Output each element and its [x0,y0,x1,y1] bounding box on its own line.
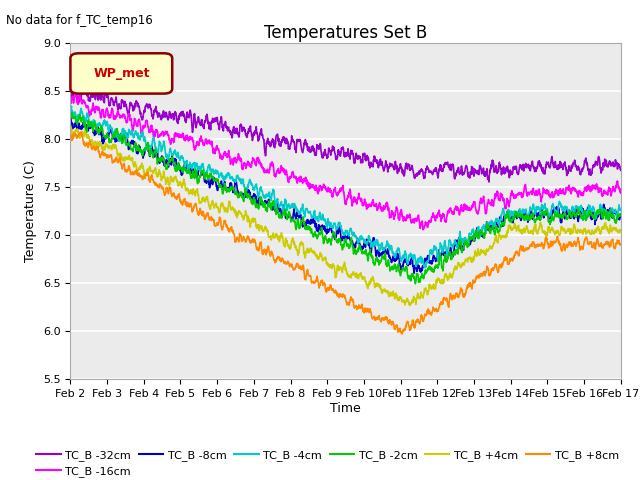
TC_B -2cm [374,259,381,264]
Text: No data for f_TC_temp16: No data for f_TC_temp16 [6,14,153,27]
X-axis label: Time: Time [330,402,361,415]
TC_B -8cm [374,247,381,253]
TC_B -8cm [220,184,228,190]
Y-axis label: Temperature (C): Temperature (C) [24,160,37,262]
Title: Temperatures Set B: Temperatures Set B [264,24,428,42]
TC_B -8cm [67,114,74,120]
TC_B +4cm [406,302,414,308]
TC_B -2cm [617,211,625,216]
TC_B -8cm [506,218,513,224]
TC_B -2cm [67,114,74,120]
TC_B -8cm [362,244,369,250]
TC_B -32cm [506,170,514,176]
TC_B +4cm [569,229,577,235]
TC_B -16cm [419,227,427,232]
TC_B +8cm [569,242,577,248]
TC_B -4cm [362,240,369,245]
TC_B -8cm [568,209,576,215]
TC_B +4cm [617,228,625,233]
TC_B +8cm [362,309,369,314]
TC_B -2cm [220,185,228,191]
TC_B -32cm [67,91,74,96]
TC_B -16cm [569,184,577,190]
TC_B -2cm [68,110,76,116]
Line: TC_B +8cm: TC_B +8cm [70,132,621,334]
TC_B -32cm [374,159,381,165]
TC_B +4cm [362,278,369,284]
TC_B -16cm [617,191,625,196]
TC_B +8cm [617,242,625,248]
Line: TC_B -32cm: TC_B -32cm [70,81,621,182]
TC_B -16cm [506,199,514,205]
TC_B -32cm [220,121,228,127]
TC_B +4cm [67,124,74,130]
TC_B -2cm [412,281,419,287]
TC_B -4cm [617,207,625,213]
TC_B -16cm [374,206,381,212]
TC_B -16cm [72,90,79,96]
TC_B +4cm [220,205,228,211]
TC_B -4cm [67,105,74,111]
TC_B -32cm [617,168,625,173]
TC_B +8cm [67,131,74,137]
TC_B -4cm [421,265,429,271]
TC_B -32cm [485,179,493,185]
TC_B -4cm [506,211,514,217]
Line: TC_B -2cm: TC_B -2cm [70,113,621,284]
Line: TC_B -16cm: TC_B -16cm [70,93,621,229]
TC_B -32cm [584,167,592,172]
TC_B -2cm [584,213,592,218]
TC_B -16cm [220,151,228,156]
TC_B -4cm [584,208,592,214]
TC_B +8cm [584,240,592,246]
TC_B -4cm [220,176,228,182]
TC_B -2cm [362,248,369,254]
TC_B +8cm [506,256,514,262]
TC_B -8cm [410,270,418,276]
TC_B -8cm [617,215,625,220]
TC_B -2cm [506,219,514,225]
Line: TC_B -4cm: TC_B -4cm [70,106,621,268]
TC_B +8cm [398,331,406,337]
Text: WP_met: WP_met [93,67,150,80]
Line: TC_B -8cm: TC_B -8cm [70,117,621,273]
TC_B +8cm [77,130,85,135]
TC_B +8cm [374,314,381,320]
TC_B -32cm [569,164,577,169]
TC_B -2cm [569,209,577,215]
TC_B -32cm [72,78,79,84]
TC_B +4cm [374,280,381,286]
TC_B -16cm [362,199,369,205]
Line: TC_B +4cm: TC_B +4cm [70,127,621,305]
TC_B -16cm [67,99,74,105]
TC_B -32cm [362,158,369,164]
TC_B -4cm [569,204,577,209]
TC_B +4cm [506,223,514,229]
FancyBboxPatch shape [70,53,172,94]
TC_B -4cm [68,103,76,109]
TC_B +4cm [584,229,592,235]
TC_B +8cm [220,217,228,223]
TC_B +4cm [67,125,74,131]
TC_B -8cm [584,204,591,210]
Legend: TC_B -32cm, TC_B -16cm, TC_B -8cm, TC_B -4cm, TC_B -2cm, TC_B +4cm, TC_B +8cm: TC_B -32cm, TC_B -16cm, TC_B -8cm, TC_B … [32,445,623,480]
TC_B -4cm [374,238,381,243]
TC_B -16cm [584,184,592,190]
